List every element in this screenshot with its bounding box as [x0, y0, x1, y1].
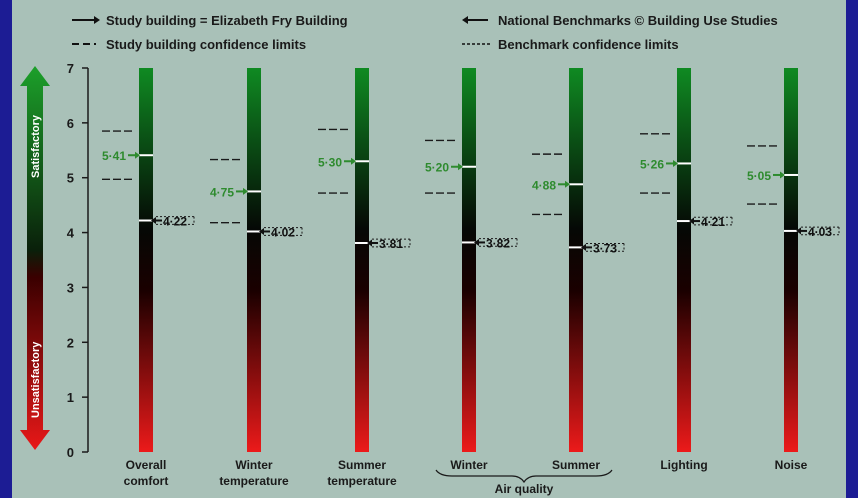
study-value-label: 5·20	[425, 161, 449, 175]
gradient-bar	[139, 68, 153, 452]
gradient-bar	[569, 68, 583, 452]
y-tick-label: 2	[67, 335, 74, 350]
category-label: Overall	[126, 458, 167, 472]
study-arrow-icon	[351, 157, 356, 165]
gradient-bar	[677, 68, 691, 452]
bar-group: 5·05 4·03	[747, 68, 840, 452]
study-arrow-icon	[458, 163, 463, 171]
y-tick-label: 0	[67, 445, 74, 460]
benchmark-arrow-icon	[259, 227, 264, 235]
benchmark-value-label: 4·02	[271, 225, 295, 239]
y-tick-label: 7	[67, 61, 74, 76]
study-value-label: 5·41	[102, 149, 126, 163]
bar-group: 4·75 4·02	[210, 68, 303, 452]
category-label: comfort	[124, 474, 169, 488]
bar-group: 5·20 3·82	[425, 68, 518, 452]
chart: Study building = Elizabeth Fry Building …	[20, 13, 840, 496]
air-quality-group: Air quality	[435, 469, 613, 496]
y-tick-label: 4	[67, 226, 75, 241]
legend-study-arrow-icon	[94, 16, 100, 24]
study-value-label: 4·75	[210, 185, 234, 199]
legend-study-ci: Study building confidence limits	[106, 37, 306, 52]
benchmark-value-label: 3·73	[593, 241, 617, 255]
category-label: Summer	[552, 458, 600, 472]
y-tick-label: 3	[67, 280, 74, 295]
gradient-bar	[355, 68, 369, 452]
air-quality-label: Air quality	[495, 482, 554, 496]
study-value-label: 5·26	[640, 157, 664, 171]
category-label: Lighting	[660, 458, 707, 472]
benchmark-value-label: 4·03	[808, 225, 832, 239]
benchmark-arrow-icon	[151, 217, 156, 225]
satisfaction-arrow: Satisfactory Unsatisfactory	[20, 66, 50, 450]
benchmark-arrow-icon	[796, 227, 801, 235]
category-label: temperature	[219, 474, 289, 488]
benchmark-value-label: 4·22	[163, 215, 187, 229]
y-tick-label: 1	[67, 390, 74, 405]
legend: Study building = Elizabeth Fry Building …	[72, 13, 778, 52]
side-label-unsatisfactory: Unsatisfactory	[30, 341, 42, 418]
y-ticks: 0 1 2 3 4 5 6 7	[67, 61, 88, 460]
legend-benchmark-ci: Benchmark confidence limits	[498, 37, 679, 52]
legend-benchmark-arrow-icon	[462, 16, 468, 24]
study-arrow-icon	[135, 151, 140, 159]
benchmark-arrow-icon	[581, 243, 586, 251]
bar-group: 5·41 4·22	[102, 68, 195, 452]
category-labels: Overall comfort Winter temperature Summer tem…	[124, 458, 808, 488]
gradient-bar	[247, 68, 261, 452]
benchmark-value-label: 4·21	[701, 215, 725, 229]
bar-group: 5·30 3·81	[318, 68, 411, 452]
legend-benchmark: National Benchmarks © Building Use Studi…	[498, 13, 778, 28]
category-label: Noise	[775, 458, 808, 472]
bar-group: 5·26 4·21	[640, 68, 733, 452]
benchmark-value-label: 3·82	[486, 236, 510, 250]
benchmark-arrow-icon	[689, 217, 694, 225]
study-arrow-icon	[780, 171, 785, 179]
bars: 5·41 4·22 4·75 4·02 5·30 3·81 5·20 3·82 4·88 3·73…	[102, 68, 840, 452]
benchmark-value-label: 3·81	[379, 237, 403, 251]
y-tick-label: 5	[67, 171, 74, 186]
benchmark-arrow-icon	[367, 239, 372, 247]
air-quality-brace	[435, 469, 613, 484]
study-value-label: 5·30	[318, 155, 342, 169]
side-label-satisfactory: Satisfactory	[30, 114, 42, 178]
benchmark-arrow-icon	[474, 238, 479, 246]
category-label: temperature	[327, 474, 397, 488]
gradient-bar	[784, 68, 798, 452]
category-label: Winter	[235, 458, 273, 472]
study-arrow-icon	[673, 159, 678, 167]
category-label: Summer	[338, 458, 386, 472]
gradient-bar	[462, 68, 476, 452]
satisfaction-arrow-icon	[20, 66, 50, 450]
legend-study: Study building = Elizabeth Fry Building	[106, 13, 348, 28]
bar-group: 4·88 3·73	[532, 68, 625, 452]
y-tick-label: 6	[67, 116, 74, 131]
category-label: Winter	[450, 458, 488, 472]
study-value-label: 5·05	[747, 169, 771, 183]
study-arrow-icon	[243, 187, 248, 195]
study-arrow-icon	[565, 180, 570, 188]
study-value-label: 4·88	[532, 178, 556, 192]
